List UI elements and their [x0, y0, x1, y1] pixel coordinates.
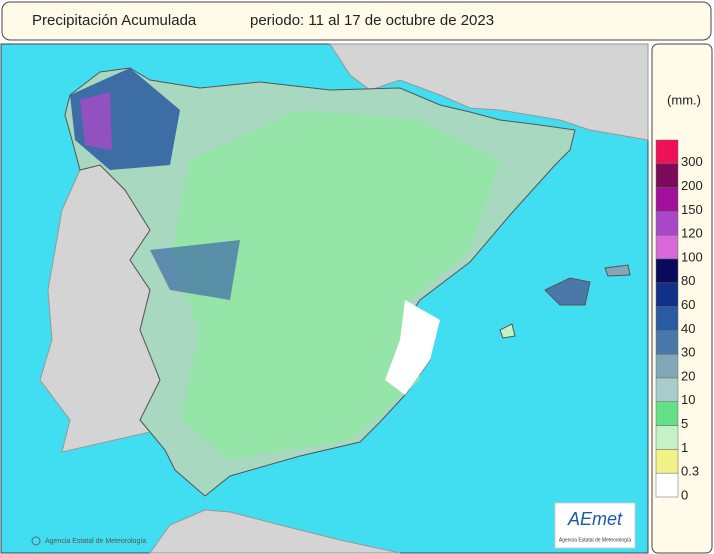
legend-swatch [655, 163, 679, 188]
ibiza [499, 323, 516, 339]
legend-label: 5 [681, 416, 688, 431]
legend-label: 0 [681, 487, 688, 502]
copyright-symbol [31, 536, 41, 546]
title: Precipitación Acumulada [32, 12, 197, 29]
legend-swatch [655, 377, 679, 403]
legend-label: 120 [681, 226, 703, 241]
africa [149, 509, 401, 554]
wet-zone-center [150, 240, 240, 300]
legend-label: 60 [681, 297, 695, 312]
header-box [1, 1, 712, 41]
legend-swatch [655, 187, 679, 212]
legend: 300 200 150 120 100 80 60 40 30 20 10 5 1 0.3 0 [655, 139, 703, 502]
legend-label: 0.3 [681, 464, 699, 479]
legend-swatch [655, 306, 679, 331]
legend-swatch [655, 472, 679, 498]
legend-unit: (mm.) [667, 92, 701, 107]
legend-swatch [655, 139, 679, 165]
dry-zone [385, 300, 440, 395]
menorca [604, 264, 631, 277]
legend-swatch [655, 425, 679, 450]
legend-swatch [655, 449, 679, 474]
mallorca [544, 277, 591, 306]
wet-core [80, 92, 112, 150]
logo-caption: Agencia Estatal de Meteorología [559, 537, 631, 543]
legend-label: 100 [681, 249, 703, 264]
legend-swatch [655, 258, 679, 284]
legend-label: 20 [681, 368, 695, 383]
france [329, 43, 649, 141]
logo-box [554, 502, 636, 549]
period: periodo: 11 al 17 de octubre de 2023 [250, 12, 494, 29]
legend-swatch [655, 330, 679, 355]
legend-label: 40 [681, 321, 695, 336]
legend-label: 80 [681, 273, 695, 288]
legend-label: 150 [681, 202, 703, 217]
legend-swatch [655, 401, 679, 426]
legend-label: 30 [681, 345, 695, 360]
legend-label: 10 [681, 392, 695, 407]
legend-label: 1 [681, 440, 688, 455]
credit: Agencia Estatal de Meteorología [45, 538, 146, 545]
legend-swatch [655, 211, 679, 236]
legend-label: 200 [681, 178, 703, 193]
map: Agencia Estatal de Meteorología AEmet Ag… [0, 43, 649, 554]
logo: AEmet [567, 509, 623, 529]
legend-label: 300 [681, 154, 703, 169]
legend-swatch [655, 282, 679, 307]
legend-swatch [655, 353, 679, 379]
legend-swatch [655, 234, 679, 260]
